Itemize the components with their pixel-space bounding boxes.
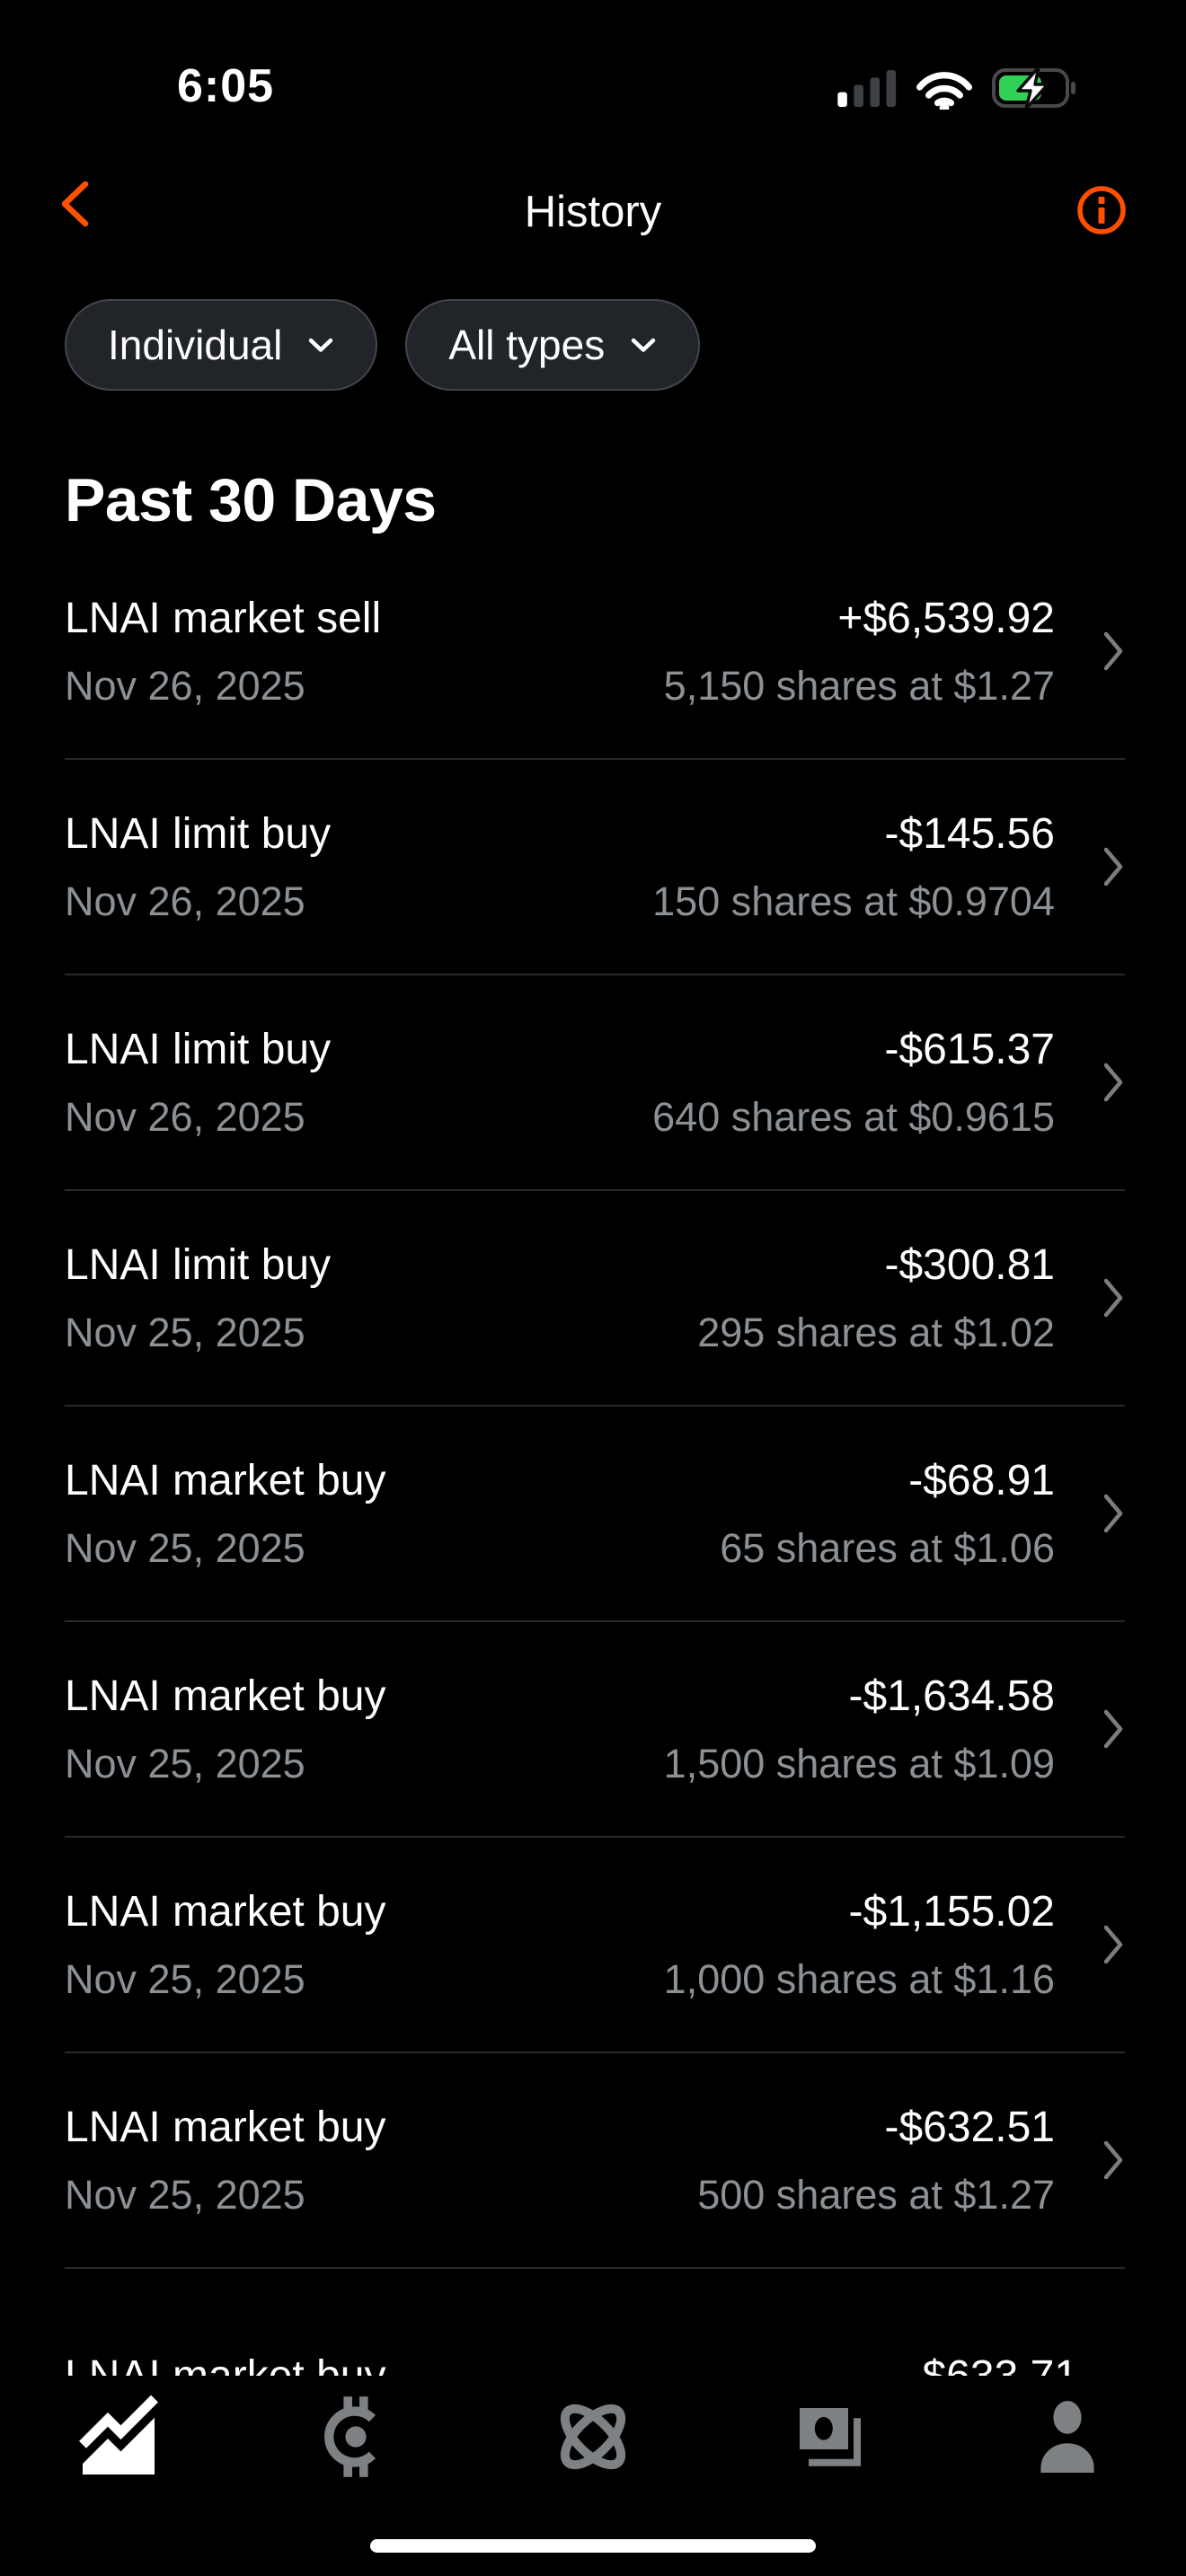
info-button[interactable] [1076, 185, 1127, 238]
chevron-right-icon [1103, 1278, 1123, 1318]
chevron-right-icon [1103, 631, 1123, 671]
transaction-amount: -$633.71 [908, 2349, 1079, 2376]
cellular-signal-icon [837, 70, 897, 107]
transaction-date: Nov 26, 2025 [65, 878, 305, 924]
transaction-detail: 65 shares at $1.06 [720, 1525, 1055, 1571]
tab-account[interactable] [949, 2394, 1186, 2480]
transaction-date: Nov 26, 2025 [65, 1094, 305, 1140]
account-filter-dropdown[interactable]: Individual [65, 299, 378, 391]
crossed-ellipses-icon [560, 2404, 626, 2470]
chevron-left-icon [61, 181, 89, 227]
transaction-date: Nov 26, 2025 [65, 663, 305, 709]
transaction-amount: -$615.37 [884, 1026, 1056, 1073]
chevron-right-icon [1103, 1494, 1123, 1533]
chevron-right-icon [1103, 1925, 1123, 1964]
transaction-amount: -$68.91 [908, 1457, 1055, 1504]
status-time: 6:05 [176, 60, 275, 112]
transaction-title: LNAI market buy [65, 2104, 386, 2151]
home-indicator[interactable] [370, 2539, 816, 2553]
transaction-date: Nov 25, 2025 [65, 1741, 305, 1786]
transaction-title: LNAI market buy [65, 1672, 386, 1720]
transaction-row[interactable]: LNAI market buy Nov 25, 2025 -$1,155.02 … [65, 1838, 1125, 2053]
transaction-amount: -$632.51 [884, 2104, 1056, 2151]
transaction-detail: 640 shares at $0.9615 [652, 1094, 1055, 1140]
tab-strategies[interactable] [474, 2394, 712, 2480]
transaction-title: LNAI limit buy [65, 1026, 332, 1073]
back-button[interactable] [56, 180, 93, 231]
transaction-title: LNAI market buy [65, 2349, 385, 2376]
transaction-row[interactable]: LNAI market sell Nov 26, 2025 +$6,539.92… [65, 544, 1125, 760]
transaction-detail: 150 shares at $0.9704 [652, 878, 1055, 924]
transaction-detail: 500 shares at $1.27 [697, 2172, 1055, 2218]
chevron-down-icon [309, 338, 333, 352]
person-icon [1040, 2401, 1094, 2473]
crypto-coin-icon [324, 2396, 376, 2477]
transaction-amount: -$1,634.58 [848, 1672, 1055, 1720]
info-circle-icon [1077, 186, 1126, 234]
tab-crypto[interactable] [237, 2394, 474, 2480]
transaction-detail: 5,150 shares at $1.27 [663, 663, 1055, 709]
transaction-title: LNAI market buy [65, 1888, 386, 1936]
transaction-detail: 295 shares at $1.02 [697, 1310, 1055, 1355]
transaction-row[interactable]: LNAI market buy Nov 25, 2025 -$1,634.58 … [65, 1622, 1125, 1838]
transaction-detail: 1,500 shares at $1.09 [663, 1741, 1055, 1786]
battery-charging-icon [992, 67, 1075, 109]
wifi-icon [916, 72, 972, 110]
type-filter-label: All types [448, 322, 606, 368]
transaction-amount: +$6,539.92 [837, 595, 1055, 642]
transaction-date: Nov 25, 2025 [65, 1956, 305, 2002]
transaction-title: LNAI market buy [65, 1457, 386, 1504]
chevron-down-icon [631, 338, 656, 352]
transaction-row[interactable]: LNAI limit buy Nov 26, 2025 -$145.56 150… [65, 760, 1125, 975]
transaction-row[interactable]: LNAI market buy -$633.71 [65, 2269, 1125, 2376]
tab-cash[interactable] [712, 2394, 949, 2480]
chevron-right-icon [1103, 2140, 1123, 2180]
transaction-row[interactable]: LNAI limit buy Nov 25, 2025 -$300.81 295… [65, 1191, 1125, 1407]
transaction-amount: -$145.56 [884, 810, 1056, 858]
type-filter-dropdown[interactable]: All types [405, 299, 701, 391]
chevron-right-icon [1103, 1709, 1123, 1749]
transaction-title: LNAI limit buy [65, 810, 332, 858]
status-icons [837, 66, 1076, 110]
transaction-amount: -$300.81 [884, 1241, 1056, 1289]
tab-bar [0, 2376, 1186, 2576]
transaction-row[interactable]: LNAI market buy Nov 25, 2025 -$68.91 65 … [65, 1407, 1125, 1622]
transaction-date: Nov 25, 2025 [65, 1310, 305, 1355]
transaction-list: LNAI market sell Nov 26, 2025 +$6,539.92… [0, 544, 1186, 2376]
chevron-right-icon [1103, 847, 1123, 887]
transaction-date: Nov 25, 2025 [65, 2172, 305, 2218]
transaction-amount: -$1,155.02 [848, 1888, 1055, 1936]
transaction-row[interactable]: LNAI market buy Nov 25, 2025 -$632.51 50… [65, 2053, 1125, 2269]
transaction-title: LNAI market sell [65, 595, 382, 642]
transaction-date: Nov 25, 2025 [65, 1525, 305, 1571]
account-filter-label: Individual [108, 322, 283, 368]
area-chart-icon [79, 2395, 158, 2475]
transaction-row[interactable]: LNAI limit buy Nov 26, 2025 -$615.37 640… [65, 975, 1125, 1191]
nav-header: History [0, 167, 1186, 257]
transaction-detail: 1,000 shares at $1.16 [663, 1956, 1055, 2002]
tab-investing[interactable] [0, 2394, 237, 2480]
banknotes-icon [800, 2408, 861, 2466]
section-title: Past 30 Days [65, 466, 437, 534]
transaction-title: LNAI limit buy [65, 1241, 332, 1289]
chevron-right-icon [1103, 1063, 1123, 1102]
filter-bar: Individual All types [65, 299, 701, 391]
page-title: History [524, 188, 662, 236]
